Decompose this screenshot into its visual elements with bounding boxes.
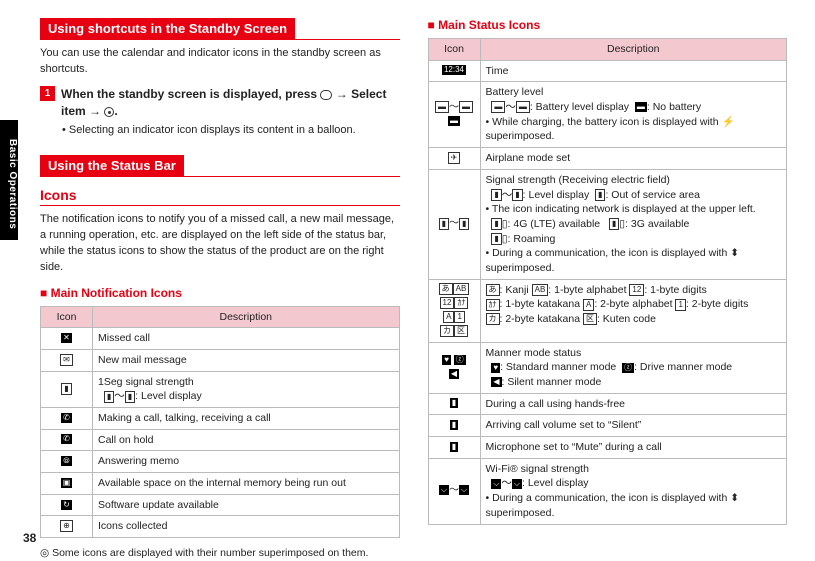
- icon-time: 12:34: [428, 60, 480, 82]
- status-icons-table: Icon Description 12:34 Time ▬～▬▬ Battery…: [428, 38, 788, 525]
- icon-mail: ✉: [41, 349, 93, 371]
- col-desc: Description: [93, 306, 400, 328]
- banner-shortcuts-label: Using shortcuts in the Standby Screen: [40, 18, 295, 39]
- table-row: ✈ Airplane mode set: [428, 148, 787, 170]
- desc: Call on hold: [93, 429, 400, 451]
- desc: Available space on the internal memory b…: [93, 473, 400, 495]
- icon-memo: ⦾: [41, 451, 93, 473]
- center-key-icon: [104, 107, 114, 117]
- step-1-number: 1: [40, 86, 55, 101]
- col-desc: Description: [480, 39, 787, 61]
- desc: Missed call: [93, 328, 400, 350]
- icon-airplane: ✈: [428, 148, 480, 170]
- desc: Arriving call volume set to “Silent”: [480, 415, 787, 437]
- table-row: ▮ During a call using hands-free: [428, 393, 787, 415]
- left-column: Using shortcuts in the Standby Screen Yo…: [40, 18, 400, 561]
- nav-key-icon: [320, 90, 332, 100]
- table-row: ▮ Arriving call volume set to “Silent”: [428, 415, 787, 437]
- table-row: ✉New mail message: [41, 349, 400, 371]
- table-row: ✆Making a call, talking, receiving a cal…: [41, 408, 400, 430]
- icon-call: ✆: [41, 408, 93, 430]
- desc: Software update available: [93, 494, 400, 516]
- table-row: ▬～▬▬ Battery level ▬～▬: Battery level di…: [428, 82, 787, 148]
- table-row: 12:34 Time: [428, 60, 787, 82]
- table-row: ⊕Icons collected: [41, 516, 400, 538]
- icon-handsfree: ▮: [428, 393, 480, 415]
- desc: Wi-Fi® signal strength ⌵～⌵: Level displa…: [480, 458, 787, 524]
- content-columns: Using shortcuts in the Standby Screen Yo…: [40, 18, 787, 561]
- heading-status-icons: Main Status Icons: [428, 18, 788, 32]
- icon-charmode: あAB 12ｶﾅ A1 カ区: [428, 279, 480, 342]
- desc: Airplane mode set: [480, 148, 787, 170]
- section-tab: Basic Operations: [0, 120, 18, 240]
- table-row: ▣Available space on the internal memory …: [41, 473, 400, 495]
- table-row: ▮～▮ Signal strength (Receiving electric …: [428, 169, 787, 279]
- step-1: 1 When the standby screen is displayed, …: [40, 86, 400, 120]
- banner-shortcuts: Using shortcuts in the Standby Screen: [40, 18, 400, 40]
- icon-wifi: ⌵～⌵: [428, 458, 480, 524]
- desc: Answering memo: [93, 451, 400, 473]
- notification-note: Some icons are displayed with their numb…: [40, 546, 400, 561]
- step-1-text: When the standby screen is displayed, pr…: [61, 86, 400, 120]
- desc: Microphone set to “Mute” during a call: [480, 437, 787, 459]
- icon-1seg: ▮: [41, 371, 93, 407]
- banner-statusbar: Using the Status Bar: [40, 155, 400, 177]
- table-row: ▮1Seg signal strength ▮～▮: Level display: [41, 371, 400, 407]
- shortcuts-intro: You can use the calendar and indicator i…: [40, 46, 400, 78]
- step-1-sub: Selecting an indicator icon displays its…: [62, 123, 400, 138]
- icon-manner: ♥ ⓩ◀: [428, 342, 480, 393]
- desc: Signal strength (Receiving electric fiel…: [480, 169, 787, 279]
- desc: あ: Kanji AB: 1-byte alphabet 12: 1-byte …: [480, 279, 787, 342]
- desc: Battery level ▬～▬: Battery level display…: [480, 82, 787, 148]
- icon-signal: ▮～▮: [428, 169, 480, 279]
- desc: Manner mode status ♥: Standard manner mo…: [480, 342, 787, 393]
- col-icon: Icon: [41, 306, 93, 328]
- icon-collected: ⊕: [41, 516, 93, 538]
- table-row: ♥ ⓩ◀ Manner mode status ♥: Standard mann…: [428, 342, 787, 393]
- banner-statusbar-label: Using the Status Bar: [40, 155, 184, 176]
- icon-hold: ✆: [41, 429, 93, 451]
- table-row: ✆Call on hold: [41, 429, 400, 451]
- icons-intro: The notification icons to notify you of …: [40, 212, 400, 276]
- right-column: Main Status Icons Icon Description 12:34…: [428, 18, 788, 561]
- icon-memory: ▣: [41, 473, 93, 495]
- notification-icons-table: Icon Description ✕Missed call ✉New mail …: [40, 306, 400, 539]
- desc: Icons collected: [93, 516, 400, 538]
- desc: Time: [480, 60, 787, 82]
- icon-update: ↻: [41, 494, 93, 516]
- desc: 1Seg signal strength ▮～▮: Level display: [93, 371, 400, 407]
- table-row: ↻Software update available: [41, 494, 400, 516]
- table-row: ⦾Answering memo: [41, 451, 400, 473]
- table-row: ✕Missed call: [41, 328, 400, 350]
- icon-battery: ▬～▬▬: [428, 82, 480, 148]
- table-row: ⌵～⌵ Wi-Fi® signal strength ⌵～⌵: Level di…: [428, 458, 787, 524]
- col-icon: Icon: [428, 39, 480, 61]
- desc: During a call using hands-free: [480, 393, 787, 415]
- icon-mute: ▮: [428, 437, 480, 459]
- desc: Making a call, talking, receiving a call: [93, 408, 400, 430]
- icon-silent: ▮: [428, 415, 480, 437]
- page-number: 38: [23, 531, 36, 545]
- heading-icons: Icons: [40, 187, 400, 206]
- desc: New mail message: [93, 349, 400, 371]
- table-row: ▮ Microphone set to “Mute” during a call: [428, 437, 787, 459]
- heading-notification-icons: Main Notification Icons: [40, 286, 400, 300]
- icon-missed-call: ✕: [41, 328, 93, 350]
- table-row: あAB 12ｶﾅ A1 カ区 あ: Kanji AB: 1-byte alpha…: [428, 279, 787, 342]
